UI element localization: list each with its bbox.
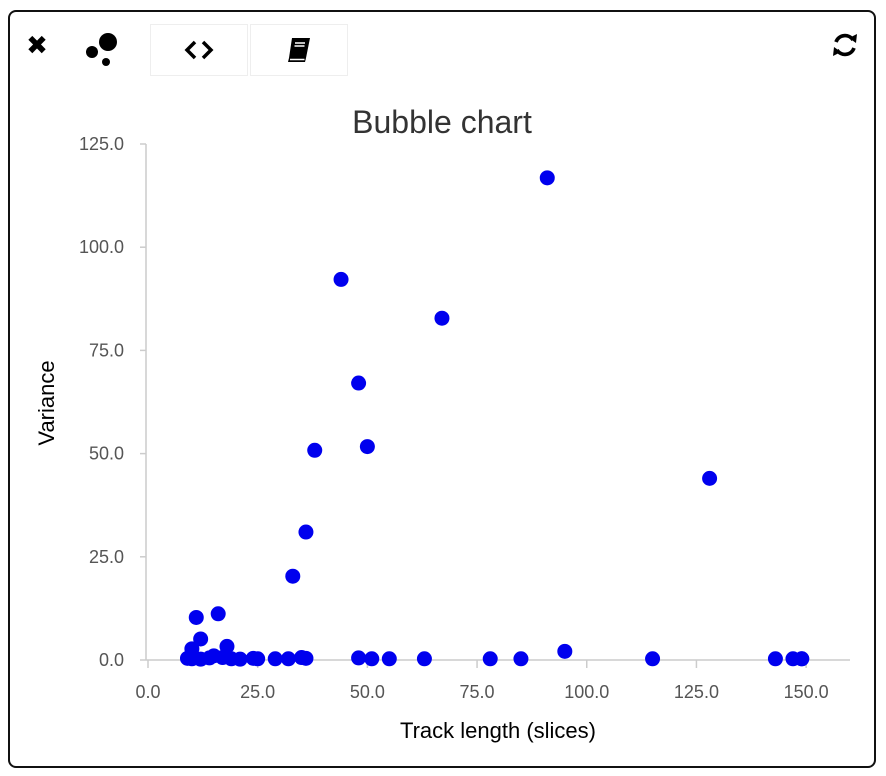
chart-title: Bubble chart (352, 104, 532, 140)
data-point[interactable] (381, 651, 397, 667)
data-point[interactable] (359, 439, 375, 455)
x-axis-title: Track length (slices) (400, 718, 596, 743)
data-point[interactable] (482, 651, 498, 667)
data-points (179, 170, 810, 667)
data-point[interactable] (298, 650, 314, 666)
y-tick-label: 100.0 (79, 237, 124, 257)
y-tick-label: 75.0 (89, 340, 124, 360)
data-point[interactable] (364, 651, 380, 667)
y-tick-label: 125.0 (79, 134, 124, 154)
data-point[interactable] (333, 271, 349, 287)
x-tick-label: 150.0 (784, 682, 829, 702)
x-tick-label: 100.0 (564, 682, 609, 702)
data-point[interactable] (513, 651, 529, 667)
chart-panel: ✖ (8, 10, 876, 768)
data-point[interactable] (351, 375, 367, 391)
data-point[interactable] (307, 442, 323, 458)
x-tick-label: 0.0 (135, 682, 160, 702)
data-point[interactable] (351, 650, 367, 666)
y-tick-label: 25.0 (89, 547, 124, 567)
tab-docs[interactable] (250, 24, 348, 76)
data-point[interactable] (188, 609, 204, 625)
refresh-icon[interactable] (828, 28, 862, 62)
toolbar: ✖ (10, 12, 874, 82)
book-icon (288, 38, 310, 62)
data-point[interactable] (416, 651, 432, 667)
data-point[interactable] (298, 524, 314, 540)
x-tick-label: 75.0 (460, 682, 495, 702)
x-tick-label: 25.0 (240, 682, 275, 702)
data-point[interactable] (539, 170, 555, 186)
bubble-chart-icon[interactable] (80, 26, 124, 70)
data-point[interactable] (794, 651, 810, 667)
data-point[interactable] (557, 643, 573, 659)
data-point[interactable] (702, 470, 718, 486)
data-point[interactable] (280, 651, 296, 667)
data-point[interactable] (250, 651, 266, 667)
axes: 0.0 25.0 50.0 75.0 100.0 125.0 0.0 25.0 50.0 75.0… (79, 134, 850, 702)
y-tick-label: 50.0 (89, 444, 124, 464)
data-point[interactable] (201, 650, 217, 666)
data-point[interactable] (267, 651, 283, 667)
data-point[interactable] (434, 310, 450, 326)
close-icon[interactable]: ✖ (26, 29, 48, 60)
data-point[interactable] (767, 651, 783, 667)
x-tick-label: 125.0 (674, 682, 719, 702)
x-tick-label: 50.0 (350, 682, 385, 702)
y-axis-title: Variance (34, 360, 59, 445)
data-point[interactable] (210, 606, 226, 622)
y-tick-label: 0.0 (99, 650, 124, 670)
tab-code[interactable] (150, 24, 248, 76)
data-point[interactable] (285, 568, 301, 584)
data-point[interactable] (193, 631, 209, 647)
data-point[interactable] (232, 651, 248, 667)
code-icon (184, 40, 214, 60)
data-point[interactable] (645, 651, 661, 667)
